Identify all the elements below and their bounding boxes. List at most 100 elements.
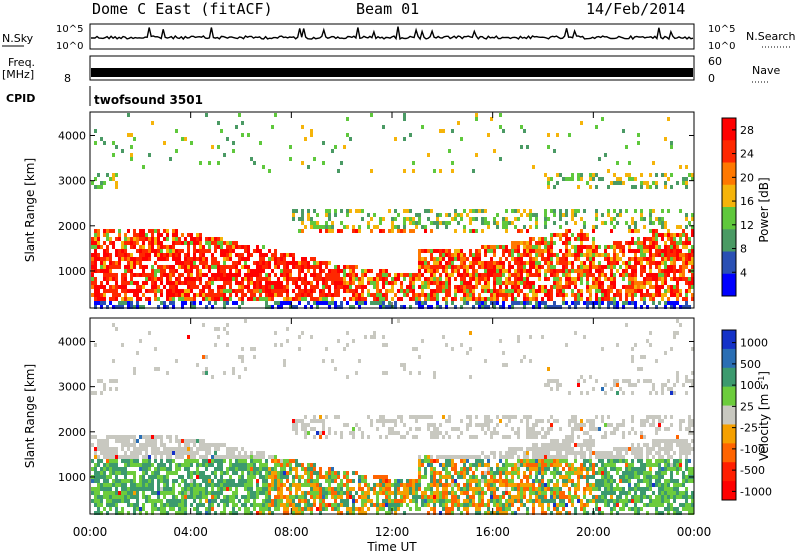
heatmap-cell (265, 273, 268, 277)
heatmap-cell (277, 499, 280, 503)
heatmap-cell (253, 273, 256, 277)
heatmap-cell (334, 273, 337, 277)
freq-band (91, 68, 693, 77)
heatmap-cell (127, 241, 130, 245)
heatmap-cell (289, 483, 292, 487)
heatmap-cell (325, 213, 328, 217)
heatmap-cell (220, 241, 223, 245)
heatmap-cell (565, 261, 568, 265)
heatmap-cell (400, 419, 403, 423)
heatmap-cell (205, 443, 208, 447)
heatmap-cell (151, 273, 154, 277)
heatmap-cell (139, 487, 142, 491)
heatmap-cell (223, 289, 226, 293)
heatmap-cell (676, 249, 679, 253)
heatmap-cell (286, 487, 289, 491)
heatmap-cell (475, 435, 478, 439)
heatmap-cell (502, 265, 505, 269)
heatmap-cell (217, 289, 220, 293)
heatmap-cell (262, 451, 265, 455)
heatmap-cell (577, 277, 580, 281)
heatmap-cell (460, 305, 463, 309)
heatmap-cell (463, 487, 466, 491)
heatmap-cell (310, 305, 313, 309)
heatmap-cell (244, 265, 247, 269)
heatmap-cell (619, 293, 622, 297)
heatmap-cell (661, 261, 664, 265)
heatmap-cell (523, 225, 526, 229)
heatmap-cell (499, 507, 502, 511)
heatmap-cell (247, 253, 250, 257)
heatmap-cell (445, 511, 448, 515)
heatmap-cell (685, 265, 688, 269)
heatmap-cell (115, 495, 118, 499)
heatmap-cell (517, 335, 520, 339)
heatmap-cell (295, 475, 298, 479)
heatmap-cell (541, 495, 544, 499)
heatmap-cell (325, 221, 328, 225)
heatmap-cell (175, 495, 178, 499)
heatmap-cell (223, 483, 226, 487)
heatmap-cell (259, 261, 262, 265)
heatmap-cell (535, 443, 538, 447)
heatmap-cell (322, 499, 325, 503)
heatmap-cell (415, 347, 418, 351)
heatmap-cell (301, 331, 304, 335)
heatmap-cell (190, 265, 193, 269)
heatmap-cell (472, 253, 475, 257)
heatmap-cell (400, 281, 403, 285)
heatmap-cell (322, 503, 325, 507)
heatmap-cell (442, 285, 445, 289)
heatmap-cell (394, 137, 397, 141)
heatmap-cell (529, 241, 532, 245)
heatmap-cell (382, 285, 385, 289)
heatmap-cell (454, 289, 457, 293)
heatmap-cell (523, 209, 526, 213)
heatmap-cell (91, 435, 94, 439)
heatmap-cell (133, 495, 136, 499)
heatmap-cell (196, 507, 199, 511)
heatmap-cell (511, 487, 514, 491)
heatmap-cell (301, 467, 304, 471)
heatmap-cell (133, 491, 136, 495)
heatmap-cell (580, 273, 583, 277)
heatmap-cell (154, 459, 157, 463)
heatmap-cell (685, 237, 688, 241)
heatmap-cell (91, 257, 94, 261)
heatmap-cell (541, 463, 544, 467)
heatmap-cell (145, 511, 148, 515)
heatmap-cell (421, 293, 424, 297)
heatmap-cell (502, 479, 505, 483)
heatmap-cell (598, 157, 601, 161)
heatmap-cell (448, 149, 451, 153)
heatmap-cell (157, 269, 160, 273)
heatmap-cell (223, 293, 226, 297)
heatmap-cell (115, 507, 118, 511)
heatmap-cell (160, 241, 163, 245)
heatmap-cell (220, 455, 223, 459)
heatmap-cell (157, 265, 160, 269)
heatmap-cell (562, 261, 565, 265)
heatmap-cell (112, 265, 115, 269)
heatmap-cell (127, 229, 130, 233)
heatmap-cell (115, 475, 118, 479)
heatmap-cell (103, 261, 106, 265)
heatmap-cell (502, 483, 505, 487)
heatmap-cell (112, 459, 115, 463)
heatmap-cell (511, 483, 514, 487)
heatmap-cell (133, 451, 136, 455)
heatmap-cell (193, 237, 196, 241)
heatmap-cell (208, 503, 211, 507)
heatmap-cell (439, 285, 442, 289)
heatmap-cell (550, 269, 553, 273)
heatmap-cell (151, 435, 154, 439)
heatmap-cell (244, 257, 247, 261)
heatmap-cell (430, 221, 433, 225)
heatmap-cell (340, 161, 343, 165)
heatmap-cell (679, 277, 682, 281)
heatmap-cell (160, 503, 163, 507)
heatmap-cell (652, 293, 655, 297)
heatmap-cell (346, 281, 349, 285)
heatmap-cell (298, 217, 301, 221)
heatmap-cell (400, 297, 403, 301)
